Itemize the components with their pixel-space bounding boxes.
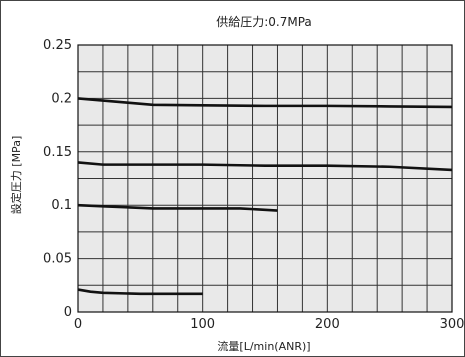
x-tick-label: 0 — [74, 317, 82, 332]
plot-frame — [77, 44, 453, 313]
y-tick-label: 0.25 — [43, 38, 72, 53]
x-tick-label: 100 — [190, 317, 215, 332]
y-axis-label: 設定圧力 [MPa] — [9, 136, 23, 214]
series-line-3 — [77, 203, 278, 212]
x-tick-label: 200 — [315, 317, 340, 332]
x-tick-label: 300 — [440, 317, 465, 332]
chart-title: 供給圧力:0.7MPa — [216, 15, 312, 29]
plot-area: 0 0.05 0.1 0.15 0.2 0.25 0 100 200 300 — [43, 38, 464, 332]
y-tick-label: 0 — [64, 305, 72, 320]
series-line-2 — [77, 161, 453, 172]
y-tick-label: 0.1 — [51, 198, 72, 213]
series-line-4 — [77, 288, 203, 296]
x-axis-label: 流量[L/min(ANR)] — [217, 339, 310, 353]
y-tick-label: 0.05 — [43, 252, 72, 267]
series-line-1 — [77, 97, 453, 109]
y-tick-label: 0.15 — [43, 145, 72, 160]
y-tick-label: 0.2 — [51, 91, 72, 106]
